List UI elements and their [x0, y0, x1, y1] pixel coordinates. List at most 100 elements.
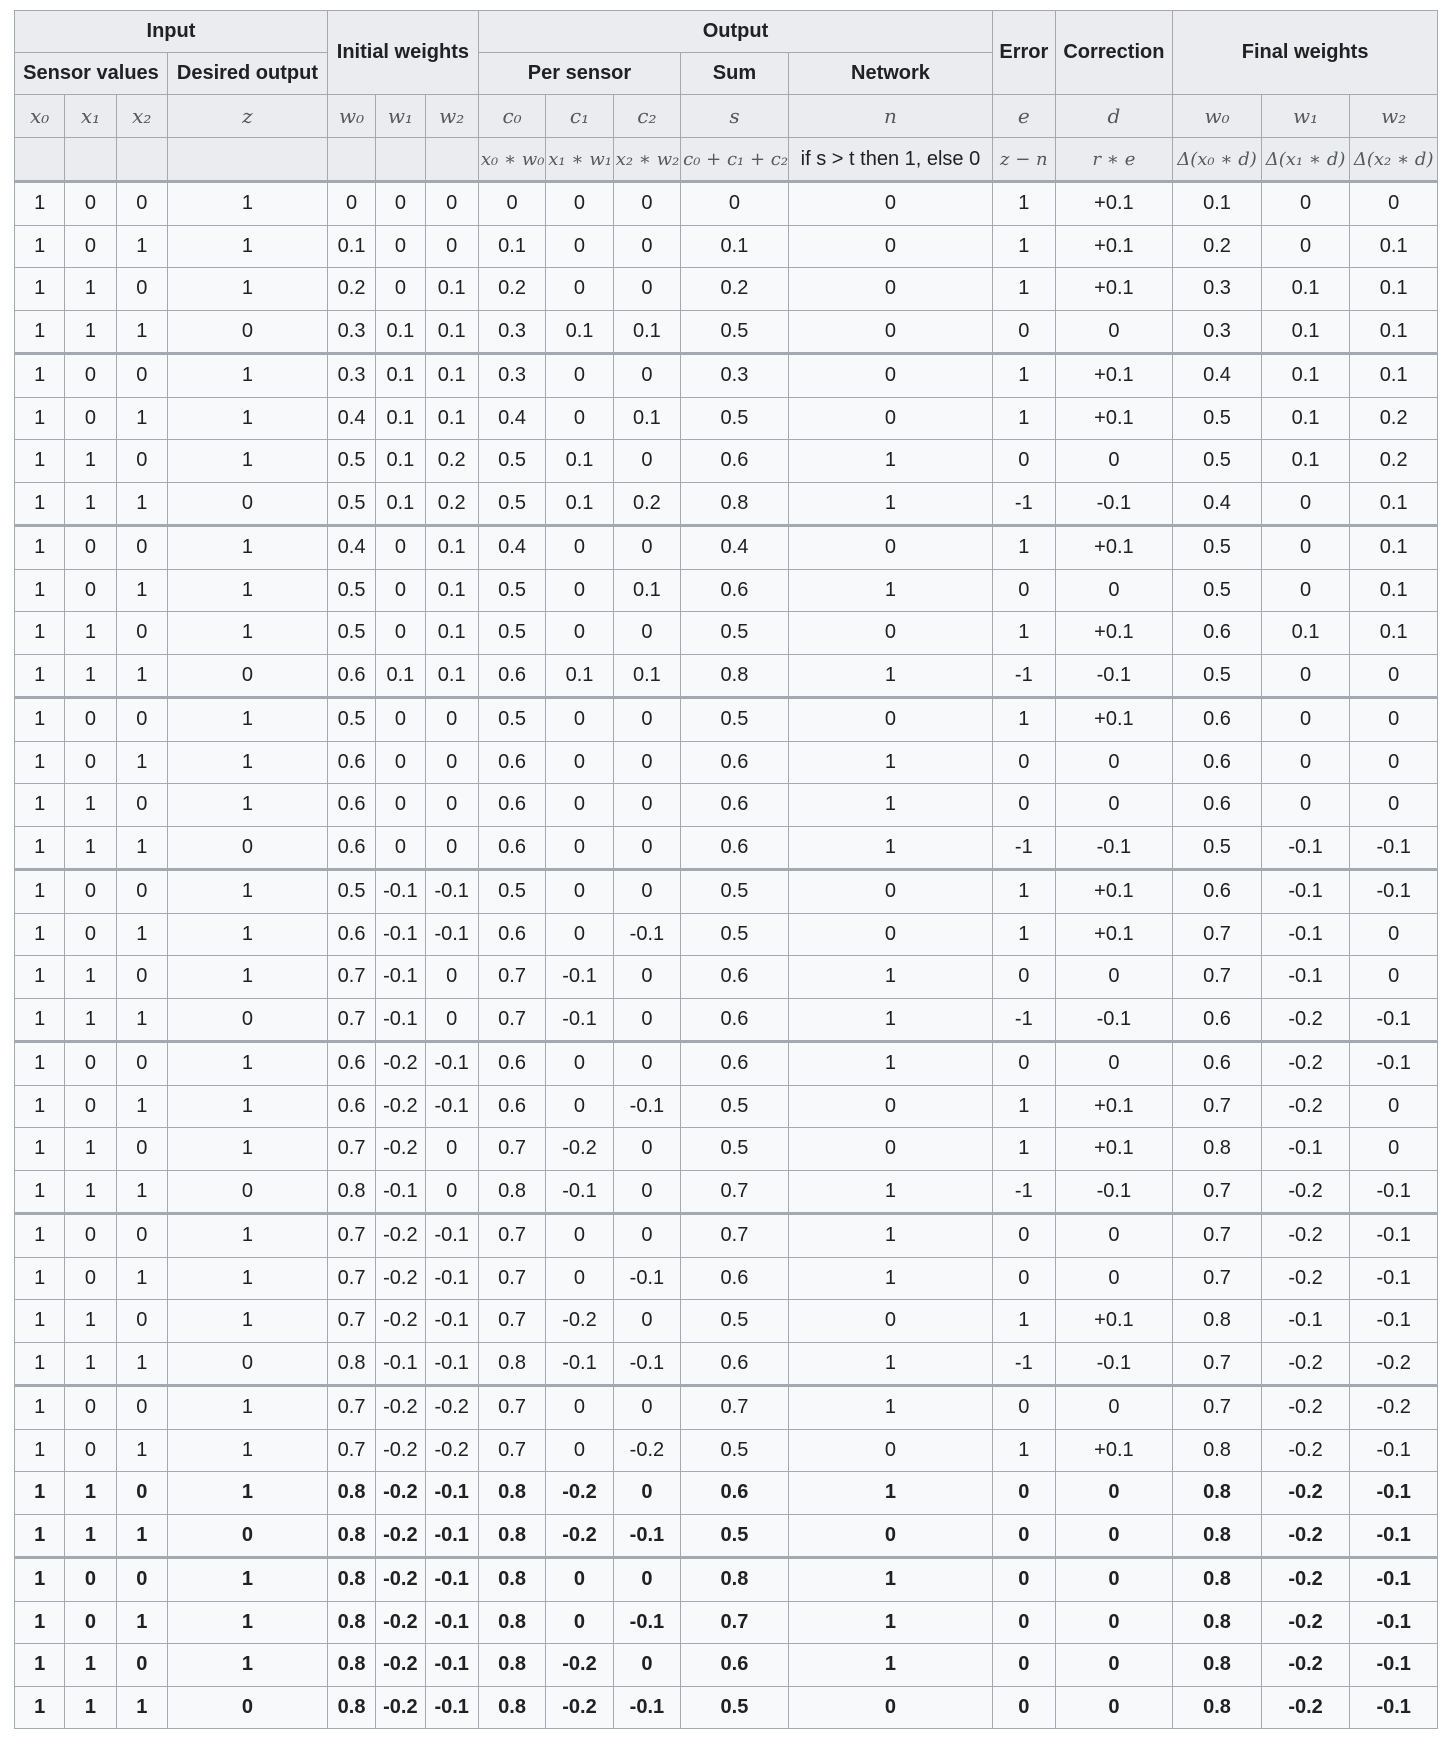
table-cell: 0 — [992, 309, 1056, 354]
table-cell: 1 — [115, 1341, 168, 1386]
table-cell: 0.6 — [680, 1341, 789, 1386]
table-cell: -0.1 — [1054, 1341, 1174, 1386]
table-cell: 0 — [545, 180, 614, 226]
table-cell: -0.2 — [375, 1428, 426, 1472]
table-cell: 0.7 — [1172, 1256, 1262, 1300]
table-cell: 0.7 — [477, 1384, 547, 1430]
table-cell: -0.1 — [424, 1471, 479, 1515]
table-cell: 1 — [13, 180, 66, 226]
table-cell: 0 — [1260, 481, 1351, 526]
table-cell: 0 — [326, 180, 377, 226]
table-cell: -1 — [992, 997, 1056, 1042]
table-cell: 0 — [992, 568, 1056, 612]
table-cell: 0.4 — [680, 524, 789, 570]
table-cell: 0.6 — [477, 653, 547, 698]
table-cell: 0 — [115, 180, 168, 226]
table-cell: 1 — [166, 1471, 328, 1515]
table-cell: 0 — [1054, 1212, 1174, 1258]
formula-cell — [13, 137, 66, 183]
table-row: 1 1 1 0 0.8 -0.2 -0.1 0.8 -0.2 -0.1 0.5 0 0 0 0.8 -0.2-… — [13, 1685, 1438, 1729]
table-cell: 1 — [13, 396, 66, 440]
table-cell: 1 — [992, 524, 1056, 570]
table-cell: 0.8 — [326, 1600, 377, 1644]
table-cell: 0 — [545, 696, 614, 742]
table-cell: 1 — [115, 825, 168, 870]
table-cell: 0 — [545, 1256, 614, 1300]
table-cell: 0 — [64, 1556, 117, 1602]
table-cell: 0.7 — [1172, 1212, 1262, 1258]
table-cell: +0.1 — [1054, 524, 1174, 570]
table-cell: 0 — [787, 180, 994, 226]
table-cell: 0.5 — [680, 1299, 789, 1343]
table-cell: 0 — [115, 783, 168, 827]
table-cell: 1 — [115, 1169, 168, 1214]
table-cell: 0 — [477, 180, 547, 226]
table-cell: 0.1 — [1260, 611, 1351, 655]
table-cell: 1 — [13, 1169, 66, 1214]
table-cell: 1 — [13, 1127, 66, 1171]
table-cell: -0.1 — [1349, 997, 1438, 1042]
table-cell: 0.8 — [1172, 1600, 1262, 1644]
table-cell: -0.2 — [375, 1040, 426, 1086]
table-cell: 1 — [166, 1643, 328, 1687]
table-cell: 1 — [13, 267, 66, 311]
table-cell: 0 — [612, 1299, 682, 1343]
table-cell: -0.2 — [1260, 1685, 1351, 1729]
table-cell: 0.8 — [680, 481, 789, 526]
table-cell: 1 — [13, 1643, 66, 1687]
formula-cell: Δ(x₁ ∗ d) — [1260, 137, 1351, 183]
table-cell: 0 — [1260, 783, 1351, 827]
table-cell: 0 — [166, 1513, 328, 1558]
table-cell: 0 — [992, 1384, 1056, 1430]
table-cell: 0.5 — [1172, 439, 1262, 483]
table-cell: 0.1 — [375, 439, 426, 483]
header-desired-output: Desired output — [166, 52, 328, 95]
table-cell: 1 — [64, 1127, 117, 1171]
table-cell: 0 — [115, 1299, 168, 1343]
table-cell: -0.2 — [1260, 1471, 1351, 1515]
table-cell: 0 — [375, 611, 426, 655]
table-cell: 0 — [612, 439, 682, 483]
table-cell: 0.3 — [680, 352, 789, 398]
table-cell: -0.1 — [424, 1513, 479, 1558]
table-cell: 1 — [787, 1256, 994, 1300]
table-cell: 0.5 — [680, 1513, 789, 1558]
table-cell: -0.2 — [1260, 1643, 1351, 1687]
table-cell: 0 — [424, 1127, 479, 1171]
symbol-cell: s — [680, 94, 789, 138]
table-cell: 1 — [787, 1169, 994, 1214]
table-cell: 0.8 — [477, 1685, 547, 1729]
table-cell: 1 — [166, 955, 328, 999]
table-cell: -0.1 — [1349, 1299, 1438, 1343]
table-cell: 0 — [64, 696, 117, 742]
table-cell: 0 — [64, 1084, 117, 1128]
table-cell: 0.8 — [477, 1169, 547, 1214]
table-cell: 0.6 — [477, 1040, 547, 1086]
table-row: 1 0 0 1 0 0 0 0 0 0 0 0 1 +0.1 0.1 0 0 — [13, 180, 1438, 226]
table-cell: 0.1 — [545, 439, 614, 483]
table-cell: 1 — [787, 1040, 994, 1086]
table-cell: -0.1 — [612, 1341, 682, 1386]
table-cell: 0 — [787, 696, 994, 742]
table-cell: 1 — [992, 267, 1056, 311]
table-cell: 0 — [612, 696, 682, 742]
table-cell: 0 — [545, 224, 614, 268]
table-cell: -0.1 — [545, 1169, 614, 1214]
table-cell: 0.3 — [477, 352, 547, 398]
table-cell: 0.1 — [375, 309, 426, 354]
table-cell: 0.4 — [326, 524, 377, 570]
table-cell: 0.8 — [326, 1471, 377, 1515]
table-cell: -0.1 — [1260, 1127, 1351, 1171]
table-cell: 1 — [64, 955, 117, 999]
table-cell: 1 — [166, 740, 328, 784]
table-cell: 0.1 — [424, 396, 479, 440]
table-cell: 0 — [64, 568, 117, 612]
header-network: Network — [787, 52, 994, 95]
table-cell: 0.5 — [680, 309, 789, 354]
table-cell: 0.3 — [326, 309, 377, 354]
table-cell: 1 — [13, 868, 66, 914]
table-cell: 1 — [13, 1600, 66, 1644]
table-cell: 0 — [424, 1169, 479, 1214]
table-cell: -0.2 — [1349, 1384, 1438, 1430]
table-cell: 0.7 — [477, 1212, 547, 1258]
